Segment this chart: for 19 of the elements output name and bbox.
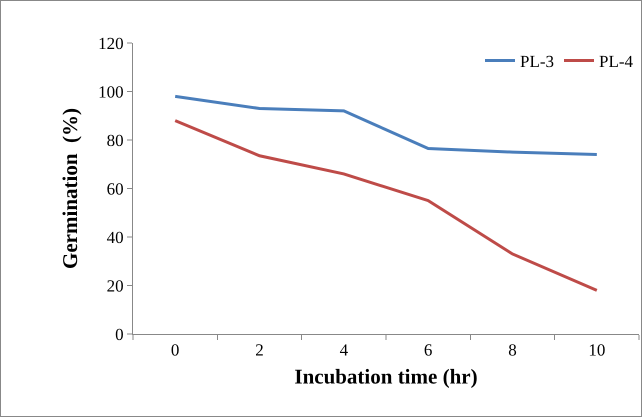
x-axis-title: Incubation time (hr) [294,364,478,389]
y-tick-label: 40 [106,228,124,247]
y-tick-label: 60 [106,179,124,198]
x-tick-label: 2 [255,340,264,360]
line-series [174,94,598,156]
y-tick-label: 100 [98,82,124,102]
x-tick-label: 8 [508,340,517,360]
y-tick-label: 0 [115,324,124,344]
y-tick-label: 20 [106,276,124,296]
x-tick-label: 10 [588,340,606,360]
y-tick-label: 80 [106,130,124,150]
legend-label: PL-4 [599,52,634,72]
line-series [174,119,598,292]
x-tick-label: 0 [170,340,180,360]
x-tick-label: 4 [340,340,349,360]
y-tick-label: 120 [98,34,124,53]
y-axis-title: Germination (%) [58,108,82,269]
legend-label: PL-3 [520,52,554,72]
x-tick-label: 6 [424,340,432,360]
